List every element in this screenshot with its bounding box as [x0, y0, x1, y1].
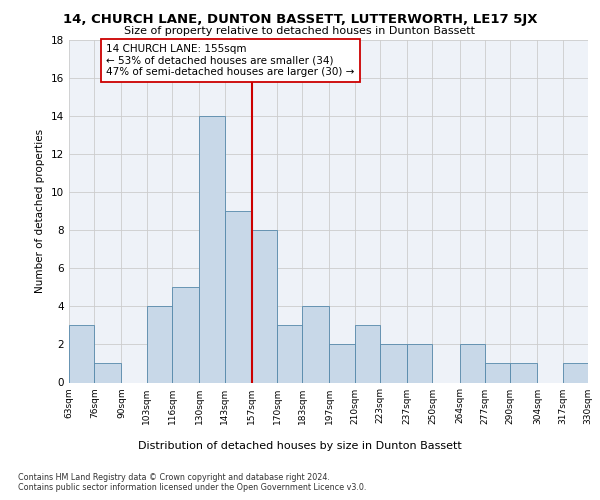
- Bar: [224, 211, 252, 382]
- Bar: [460, 344, 485, 383]
- Bar: [69, 326, 94, 382]
- Bar: [94, 364, 121, 382]
- Bar: [277, 326, 302, 382]
- Y-axis label: Number of detached properties: Number of detached properties: [35, 129, 46, 294]
- Bar: [485, 364, 510, 382]
- Text: 14, CHURCH LANE, DUNTON BASSETT, LUTTERWORTH, LE17 5JX: 14, CHURCH LANE, DUNTON BASSETT, LUTTERW…: [63, 12, 537, 26]
- Text: 14 CHURCH LANE: 155sqm
← 53% of detached houses are smaller (34)
47% of semi-det: 14 CHURCH LANE: 155sqm ← 53% of detached…: [106, 44, 355, 77]
- Bar: [199, 116, 224, 382]
- Bar: [407, 344, 433, 383]
- Text: Contains HM Land Registry data © Crown copyright and database right 2024.: Contains HM Land Registry data © Crown c…: [18, 472, 330, 482]
- Bar: [563, 364, 588, 382]
- Bar: [329, 344, 355, 383]
- Bar: [302, 306, 329, 382]
- Bar: [147, 306, 172, 382]
- Text: Size of property relative to detached houses in Dunton Bassett: Size of property relative to detached ho…: [125, 26, 476, 36]
- Bar: [172, 288, 199, 382]
- Bar: [355, 326, 380, 382]
- Bar: [510, 364, 538, 382]
- Bar: [380, 344, 407, 383]
- Bar: [252, 230, 277, 382]
- Text: Contains public sector information licensed under the Open Government Licence v3: Contains public sector information licen…: [18, 484, 367, 492]
- Text: Distribution of detached houses by size in Dunton Bassett: Distribution of detached houses by size …: [138, 441, 462, 451]
